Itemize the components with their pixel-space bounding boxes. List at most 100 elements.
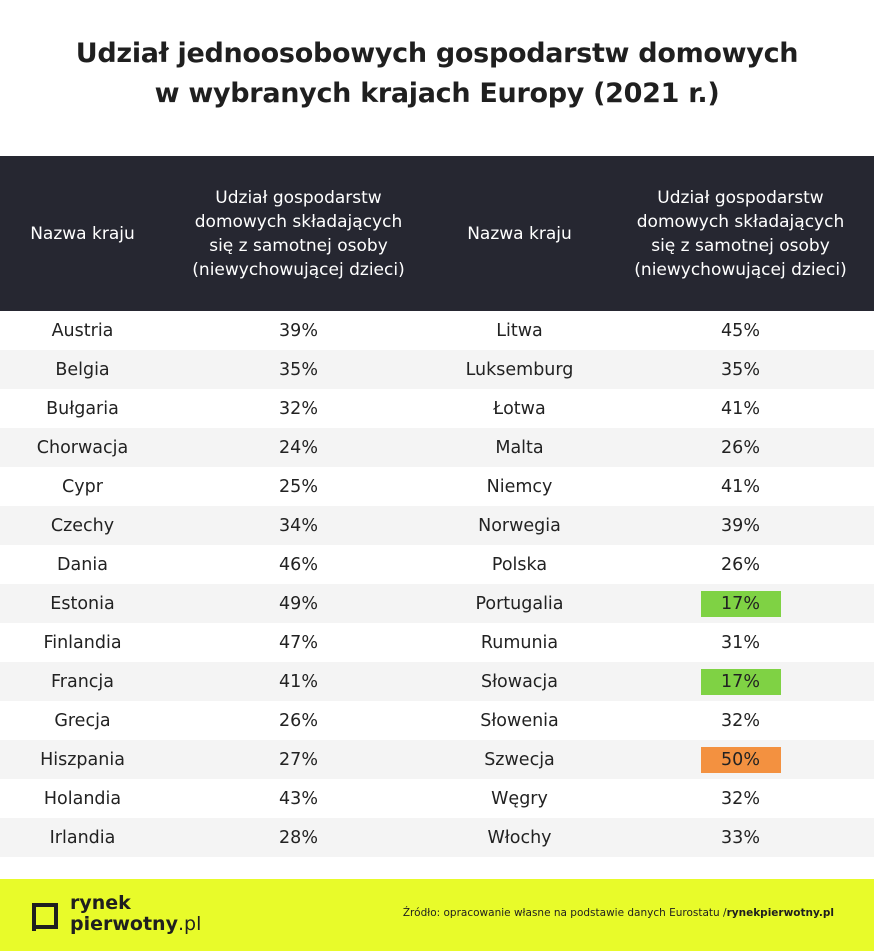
country-right: Rumunia	[432, 623, 607, 662]
share-right: 26%	[607, 428, 874, 467]
country-right: Norwegia	[432, 506, 607, 545]
chart-title-line2: w wybranych krajach Europy (2021 r.)	[154, 78, 720, 109]
share-right: 39%	[607, 506, 874, 545]
country-left: Grecja	[0, 701, 165, 740]
share-left: 43%	[165, 779, 432, 818]
share-left: 24%	[165, 428, 432, 467]
country-left-text: Hiszpania	[40, 749, 125, 770]
country-right: Polska	[432, 545, 607, 584]
country-left-text: Belgia	[55, 359, 110, 380]
share-left: 25%	[165, 467, 432, 506]
country-right-text: Węgry	[491, 788, 548, 809]
country-right-text: Słowacja	[480, 671, 559, 692]
share-right-text: 26%	[721, 554, 760, 575]
share-right: 32%	[607, 701, 874, 740]
table-row: Finlandia 47% Rumunia 31%	[0, 623, 874, 662]
header-share-right-l3: się z samotnej osoby	[651, 235, 830, 256]
header-country-right: Nazwa kraju	[467, 223, 572, 244]
country-right-text: Słowenia	[480, 710, 559, 731]
header-share-left-l1: Udział gospodarstw	[215, 187, 382, 208]
country-left: Estonia	[0, 584, 165, 623]
share-right: 41%	[607, 389, 874, 428]
share-left: 32%	[165, 389, 432, 428]
source-brand: rynekpierwotny.pl	[726, 907, 834, 919]
header-share-right: Udział gospodarstw domowych składających…	[607, 156, 874, 311]
country-left: Bułgaria	[0, 389, 165, 428]
country-right: Litwa	[432, 311, 607, 350]
country-left-text: Czechy	[50, 515, 115, 536]
share-left-text: 35%	[279, 359, 318, 380]
brand-logo: rynek pierwotny.pl	[70, 893, 201, 935]
share-left: 35%	[165, 350, 432, 389]
share-right-text: 33%	[721, 827, 760, 848]
country-right-text: Włochy	[487, 827, 552, 848]
table-row: Grecja 26% Słowenia 32%	[0, 701, 874, 740]
square-logo-icon	[32, 903, 58, 931]
share-right-text: 41%	[721, 398, 760, 419]
header-share-left-l4: (niewychowującej dzieci)	[192, 259, 405, 280]
brand-logo-line2: pierwotny	[70, 913, 178, 935]
share-left-text: 32%	[279, 398, 318, 419]
country-right: Szwecja	[432, 740, 607, 779]
share-left: 27%	[165, 740, 432, 779]
share-left-text: 46%	[279, 554, 318, 575]
share-right-text: 32%	[721, 710, 760, 731]
country-right: Niemcy	[432, 467, 607, 506]
country-right-text: Rumunia	[480, 632, 559, 653]
share-left-text: 25%	[279, 476, 318, 497]
share-right: 35%	[607, 350, 874, 389]
country-left: Belgia	[0, 350, 165, 389]
country-right-text: Portugalia	[475, 593, 564, 614]
brand-logo-line1: rynek	[70, 892, 131, 914]
table-row: Irlandia 28% Włochy 33%	[0, 818, 874, 857]
table-header: Nazwa kraju Udział gospodarstw domowych …	[0, 156, 874, 311]
header-country-left: Nazwa kraju	[30, 223, 135, 244]
country-left: Dania	[0, 545, 165, 584]
share-left-text: 34%	[279, 515, 318, 536]
header-share-left-l2: domowych składających	[194, 211, 403, 232]
share-right: 45%	[607, 311, 874, 350]
share-left-text: 41%	[279, 671, 318, 692]
header-share-left-l3: się z samotnej osoby	[209, 235, 388, 256]
share-right-text: 41%	[721, 476, 760, 497]
table-row: Belgia 35% Luksemburg 35%	[0, 350, 874, 389]
source-text: Źródło: opracowanie własne na podstawie …	[402, 907, 727, 919]
share-left: 28%	[165, 818, 432, 857]
table-row: Czechy 34% Norwegia 39%	[0, 506, 874, 545]
country-right-text: Malta	[495, 437, 544, 458]
share-right: 17%	[607, 584, 874, 623]
table-row: Bułgaria 32% Łotwa 41%	[0, 389, 874, 428]
country-right-text: Luksemburg	[465, 359, 574, 380]
share-left: 49%	[165, 584, 432, 623]
chart-title: Udział jednoosobowych gospodarstw domowy…	[0, 34, 874, 114]
share-right-text: 45%	[721, 320, 760, 341]
brand-logo-suffix: .pl	[177, 913, 202, 935]
header-share-right-l1: Udział gospodarstw	[657, 187, 824, 208]
share-left-text: 49%	[279, 593, 318, 614]
country-right: Portugalia	[432, 584, 607, 623]
share-right: 41%	[607, 467, 874, 506]
table-row: Chorwacja 24% Malta 26%	[0, 428, 874, 467]
country-right: Włochy	[432, 818, 607, 857]
share-right: 50%	[607, 740, 874, 779]
country-left: Austria	[0, 311, 165, 350]
share-right: 26%	[607, 545, 874, 584]
country-left: Cypr	[0, 467, 165, 506]
country-left-text: Finlandia	[43, 632, 122, 653]
country-right-text: Litwa	[496, 320, 543, 341]
country-left-text: Irlandia	[49, 827, 116, 848]
country-left-text: Dania	[57, 554, 108, 575]
country-right: Luksemburg	[432, 350, 607, 389]
table-row: Estonia 49% Portugalia 17%	[0, 584, 874, 623]
share-right-text: 17%	[700, 590, 781, 617]
share-left-text: 24%	[279, 437, 318, 458]
country-left-text: Grecja	[54, 710, 111, 731]
country-right: Słowacja	[432, 662, 607, 701]
share-left: 39%	[165, 311, 432, 350]
table-row: Austria 39% Litwa 45%	[0, 311, 874, 350]
share-left: 34%	[165, 506, 432, 545]
table-row: Cypr 25% Niemcy 41%	[0, 467, 874, 506]
country-left-text: Austria	[51, 320, 114, 341]
share-right-text: 50%	[700, 746, 781, 773]
country-left: Irlandia	[0, 818, 165, 857]
